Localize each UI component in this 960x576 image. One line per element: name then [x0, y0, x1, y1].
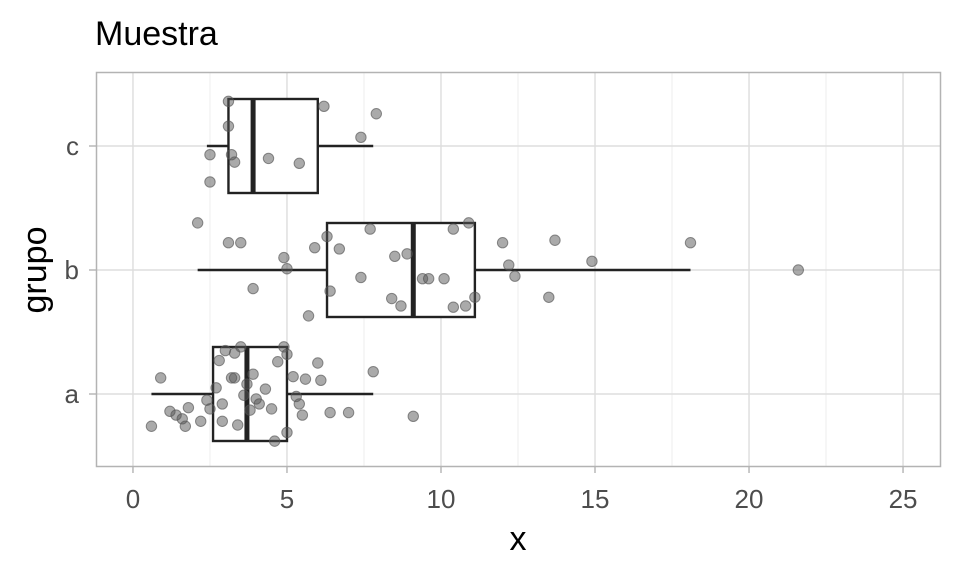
data-point	[204, 148, 216, 161]
data-point	[438, 272, 450, 285]
data-point	[407, 410, 419, 423]
data-point	[370, 108, 383, 120]
data-point	[459, 300, 472, 312]
y-tick-label: b	[65, 255, 79, 285]
data-point	[549, 234, 561, 246]
data-point	[195, 415, 207, 427]
x-tick-label: 15	[581, 484, 610, 514]
data-point	[321, 230, 333, 243]
data-point	[250, 393, 262, 405]
data-point	[293, 157, 305, 170]
data-point	[324, 406, 336, 419]
data-point	[281, 426, 293, 439]
data-point	[293, 398, 305, 410]
data-point	[401, 248, 413, 260]
box-b	[197, 221, 691, 319]
data-point	[238, 389, 250, 401]
data-point	[364, 223, 376, 235]
data-point	[503, 259, 515, 271]
data-point	[324, 285, 336, 297]
data-point	[272, 356, 284, 368]
panel-border	[95, 71, 942, 468]
data-point	[395, 300, 407, 312]
data-point	[268, 435, 281, 447]
data-point	[222, 120, 235, 132]
data-point	[355, 271, 367, 284]
data-point	[586, 255, 598, 268]
data-point	[342, 406, 355, 419]
x-axis-label: x	[510, 520, 527, 558]
data-point	[247, 282, 259, 295]
data-point	[145, 420, 158, 432]
box-c	[206, 97, 374, 195]
data-point	[296, 409, 309, 421]
data-point	[447, 223, 460, 235]
data-point	[204, 176, 216, 188]
data-point	[216, 415, 228, 427]
data-point	[302, 310, 315, 322]
data-point	[265, 403, 278, 415]
data-point	[315, 374, 327, 387]
data-point	[278, 251, 290, 264]
data-point	[281, 348, 293, 361]
x-tick-label: 20	[735, 484, 764, 514]
data-point	[389, 250, 401, 263]
data-point	[262, 152, 275, 165]
data-point	[386, 292, 398, 305]
data-point	[469, 291, 481, 303]
data-point	[204, 403, 216, 415]
y-tick-label: a	[65, 379, 80, 409]
data-point	[222, 237, 235, 249]
data-point	[191, 217, 204, 229]
data-point	[287, 370, 299, 383]
data-point	[318, 100, 330, 113]
x-axis: 0 5 10 15 20 25	[126, 466, 918, 514]
x-tick-label: 25	[889, 484, 918, 514]
data-point	[235, 237, 247, 249]
data-point	[210, 382, 222, 394]
data-point	[259, 383, 272, 395]
data-point	[235, 341, 247, 353]
data-point	[182, 401, 195, 414]
x-tick-label: 5	[280, 484, 294, 514]
data-point	[509, 270, 521, 282]
data-point	[216, 398, 228, 410]
data-point	[228, 372, 241, 384]
data-point	[231, 419, 244, 431]
data-point	[792, 264, 805, 276]
chart-title: Muestra	[95, 15, 218, 53]
data-point	[543, 291, 555, 303]
data-point	[299, 373, 312, 385]
data-point	[281, 263, 293, 275]
x-tick-label: 0	[126, 484, 140, 514]
data-point	[422, 272, 435, 285]
data-point	[222, 95, 235, 108]
y-axis: a b c	[65, 131, 96, 409]
data-point	[312, 357, 324, 369]
data-point	[496, 237, 509, 249]
data-point	[244, 404, 256, 416]
data-point	[241, 378, 253, 390]
points-layer	[145, 95, 805, 447]
data-point	[179, 420, 192, 432]
data-point	[247, 368, 259, 380]
data-point	[447, 301, 460, 313]
data-point	[463, 217, 475, 229]
boxes-layer	[151, 97, 691, 443]
box-iqr	[227, 97, 319, 195]
data-point	[154, 372, 167, 384]
data-point	[228, 156, 241, 168]
x-tick-label: 10	[427, 484, 456, 514]
y-axis-label: grupo	[16, 227, 54, 314]
data-point	[309, 241, 321, 254]
data-point	[219, 344, 232, 357]
data-point	[684, 237, 697, 249]
data-point	[367, 365, 379, 378]
data-point	[355, 131, 367, 144]
data-point	[333, 243, 346, 255]
y-tick-label: c	[66, 131, 79, 161]
data-point	[213, 354, 225, 367]
